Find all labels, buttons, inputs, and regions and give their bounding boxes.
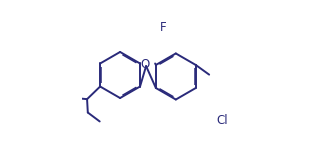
Text: Cl: Cl bbox=[217, 114, 228, 127]
Text: F: F bbox=[160, 21, 167, 34]
Text: O: O bbox=[140, 58, 149, 71]
